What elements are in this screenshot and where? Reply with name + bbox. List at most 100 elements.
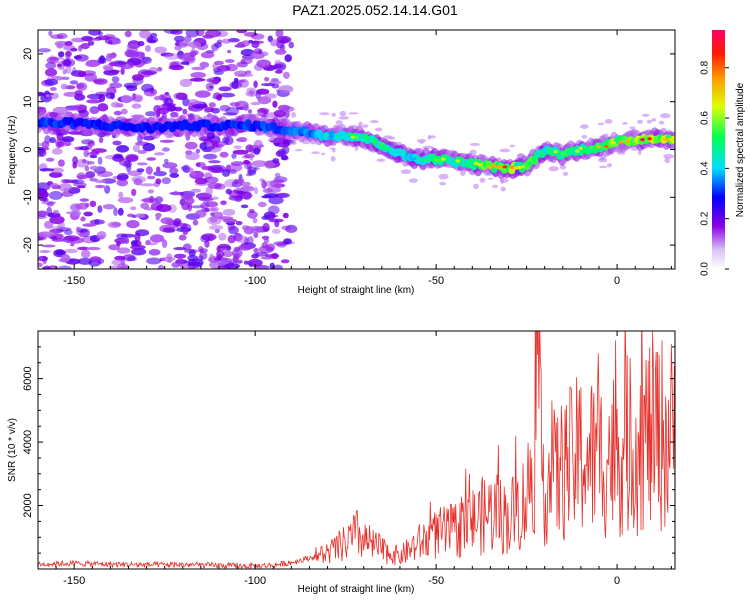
spectrogram-noise-mark — [282, 212, 289, 219]
spectrogram-noise-mark — [258, 144, 265, 148]
spectrogram-noise-mark — [42, 244, 56, 248]
spectrogram-noise-mark — [272, 100, 278, 108]
snr-plot-area — [38, 331, 675, 569]
spectrogram-noise-mark — [268, 196, 284, 205]
spectrogram-noise-mark — [250, 101, 261, 106]
spectrogram-noise-mark — [236, 30, 248, 34]
spectrogram-noise-mark — [142, 143, 156, 152]
spectrogram-ridge-core — [430, 158, 435, 162]
spectrogram-noise-mark — [72, 156, 78, 165]
spectrogram-noise-mark — [50, 167, 64, 174]
spectrogram-ytick-label: -20 — [22, 237, 34, 253]
spectrogram-noise-mark — [120, 67, 125, 75]
spectrogram-noise-mark — [597, 122, 605, 126]
spectrogram-noise-mark — [157, 67, 163, 72]
spectrogram-noise-mark — [256, 59, 272, 68]
spectrogram-noise-mark — [222, 250, 234, 258]
spectrogram-noise-mark — [146, 36, 159, 44]
spectrogram-noise-mark — [132, 144, 140, 153]
spectrogram-noise-mark — [559, 164, 567, 170]
spectrogram-noise-mark — [638, 150, 642, 156]
spectrogram-noise-mark — [60, 83, 68, 90]
spectrogram-noise-mark — [646, 119, 653, 124]
spectrogram-noise-mark — [63, 44, 76, 51]
spectrogram-noise-mark — [189, 77, 206, 82]
spectrogram-noise-mark — [178, 234, 187, 241]
spectrogram-ridge-core — [618, 140, 623, 144]
spectrogram-noise-mark — [227, 49, 232, 54]
spectrogram-noise-mark — [200, 234, 211, 243]
spectrogram-noise-mark — [184, 141, 198, 150]
spectrogram-noise-mark — [89, 106, 100, 115]
spectrogram-noise-mark — [113, 207, 118, 217]
spectrogram-noise-mark — [120, 108, 128, 115]
spectrogram-noise-mark — [191, 66, 206, 71]
spectrogram-xtick-label: -100 — [244, 275, 266, 287]
spectrogram-noise-mark — [283, 238, 292, 245]
spectrogram-noise-mark — [145, 45, 151, 52]
spectrogram-noise-mark — [268, 218, 284, 223]
spectrogram-ridge-core — [625, 139, 631, 143]
spectrogram-noise-mark — [190, 72, 206, 79]
spectrogram-noise-mark — [253, 80, 258, 88]
spectrogram-noise-mark — [358, 121, 363, 126]
spectrogram-noise-mark — [51, 148, 63, 155]
spectrogram-noise-mark — [141, 56, 152, 64]
spectrogram-noise-mark — [274, 49, 287, 55]
spectrogram-noise-mark — [253, 248, 259, 253]
colorbar-tick-label: 0.4 — [700, 161, 711, 175]
snr-xtick-label: -100 — [244, 575, 266, 587]
snr-xtick-label: -150 — [63, 575, 85, 587]
spectrogram-noise-mark — [651, 118, 657, 122]
spectrogram-noise-mark — [229, 102, 240, 107]
spectrogram-noise-mark — [77, 71, 87, 78]
spectrogram-noise-mark — [235, 221, 243, 226]
spectrogram-noise-mark — [39, 168, 55, 172]
spectrogram-ridge-core — [433, 158, 439, 162]
snr-ytick-label: 6000 — [22, 366, 34, 390]
spectrogram-noise-mark — [209, 253, 214, 260]
spectrogram-noise-mark — [218, 86, 232, 92]
spectrogram-ridge-core — [405, 155, 410, 159]
spectrogram-noise-mark — [173, 35, 185, 42]
spectrogram-noise-mark — [335, 120, 343, 125]
spectrogram-ridge-core — [647, 137, 652, 141]
spectrogram-noise-mark — [82, 159, 87, 164]
spectrogram-noise-mark — [348, 112, 359, 115]
spectrogram-noise-mark — [65, 65, 72, 74]
spectrogram-noise-mark — [354, 146, 359, 151]
spectrogram-noise-mark — [221, 38, 232, 44]
spectrogram-noise-mark — [642, 113, 650, 117]
spectrogram-noise-mark — [86, 93, 103, 100]
spectrogram-noise-mark — [235, 259, 243, 264]
spectrogram-noise-mark — [180, 196, 195, 206]
spectrogram-noise-mark — [261, 242, 268, 249]
spectrogram-noise-mark — [136, 162, 148, 166]
spectrogram-noise-mark — [38, 255, 49, 262]
spectrogram-noise-mark — [103, 204, 115, 210]
spectrogram-noise-mark — [164, 53, 180, 60]
spectrogram-noise-mark — [229, 81, 243, 89]
spectrogram-noise-mark — [53, 209, 59, 215]
spectrogram-ridge-core — [336, 134, 341, 138]
spectrogram-ridge-core — [350, 135, 356, 139]
spectrogram-noise-mark — [280, 37, 289, 44]
snr-ylabel: SNR (10 * v/v) — [7, 418, 18, 482]
spectrogram-noise-mark — [80, 216, 86, 222]
spectrogram-noise-mark — [255, 91, 262, 100]
spectrogram-noise-mark — [220, 200, 227, 206]
spectrogram-noise-mark — [126, 85, 138, 92]
spectrogram-noise-mark — [251, 160, 268, 168]
spectrogram-noise-mark — [209, 261, 222, 269]
spectrogram-noise-mark — [185, 30, 200, 38]
spectrogram-noise-mark — [291, 112, 297, 118]
spectrogram-noise-mark — [79, 198, 90, 202]
spectrogram-ridge-core — [567, 149, 573, 154]
spectrogram-noise-mark — [97, 31, 103, 37]
spectrogram-noise-mark — [249, 225, 263, 234]
spectrogram-noise-mark — [190, 171, 196, 176]
spectrogram-ridge-core — [397, 152, 403, 156]
spectrogram-noise-mark — [44, 220, 54, 229]
spectrogram-noise-mark — [38, 231, 54, 238]
spectrogram-noise-mark — [499, 177, 509, 183]
